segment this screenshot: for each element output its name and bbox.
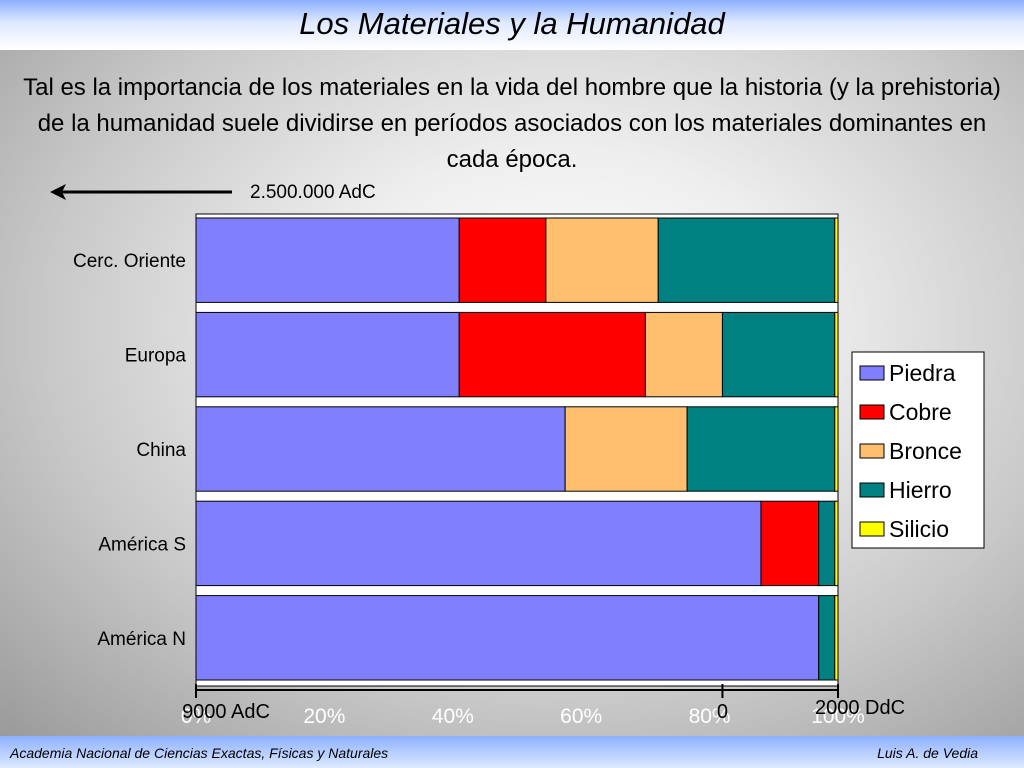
time-arrow: 2.500.000 AdC: [50, 182, 376, 203]
arrow-label: 2.500.000 AdC: [250, 182, 376, 203]
legend-label: Cobre: [889, 399, 952, 425]
legend-label: Piedra: [889, 360, 956, 386]
footer-bar: Academia Nacional de Ciencias Exactas, F…: [0, 736, 1024, 768]
legend-label: Hierro: [889, 477, 952, 503]
bar-hierro-3: [818, 500, 836, 587]
bar-cobre-3: [760, 500, 820, 587]
bar-piedra-3: [195, 500, 762, 587]
time-axis-label: 9000 AdC: [182, 701, 270, 723]
slide-title: Los Materiales y la Humanidad: [299, 6, 725, 41]
bar-piedra-0: [195, 217, 460, 303]
intro-text: Tal es la importancia de los materiales …: [23, 74, 1001, 173]
bar-silicio-2: [834, 406, 839, 492]
x-tick-label: 100%: [811, 705, 865, 728]
legend-label: Silicio: [889, 516, 949, 542]
category-label: Europa: [125, 346, 187, 367]
bar-cobre-1: [458, 311, 646, 398]
bar-piedra-1: [195, 311, 460, 398]
x-tick-label: 40%: [432, 705, 474, 728]
footer-author: Luis A. de Vedia: [877, 745, 978, 761]
bar-hierro-4: [818, 595, 836, 681]
bar-silicio-1: [834, 311, 839, 398]
title-bar: Los Materiales y la Humanidad: [0, 0, 1024, 50]
bar-piedra-2: [195, 406, 566, 492]
bar-piedra-4: [195, 595, 820, 681]
bar-silicio-4: [834, 595, 839, 681]
category-label: Cerc. Oriente: [73, 251, 186, 272]
time-axis-label: 0: [717, 701, 728, 723]
bar-silicio-0: [834, 217, 839, 303]
materials-chart: 2.500.000 AdC Cerc. Oriente Europa China Am…: [50, 182, 985, 728]
bar-bronce-0: [545, 217, 659, 303]
legend-swatch-cobre: [859, 404, 885, 420]
x-tick-label: 60%: [560, 705, 602, 728]
legend-swatch-hierro: [859, 482, 885, 498]
bar-bronce-1: [644, 311, 723, 398]
bar-hierro-1: [721, 311, 836, 398]
category-label: América S: [98, 534, 186, 555]
legend-label: Bronce: [889, 438, 962, 464]
bar-cobre-0: [458, 217, 547, 303]
category-label: China: [136, 440, 186, 461]
bar-hierro-2: [686, 406, 836, 492]
category-label: América N: [97, 629, 186, 650]
legend-swatch-silicio: [859, 521, 885, 537]
bar-bronce-2: [564, 406, 688, 492]
bar-hierro-0: [657, 217, 836, 303]
x-tick-label: 80%: [689, 705, 731, 728]
legend-swatch-piedra: [859, 365, 885, 381]
x-tick-label: 0%: [181, 705, 211, 728]
legend-swatch-bronce: [859, 443, 885, 459]
x-tick-label: 20%: [303, 705, 345, 728]
footer-institution: Academia Nacional de Ciencias Exactas, F…: [10, 745, 389, 761]
bar-silicio-3: [834, 500, 839, 587]
arrow-head-icon: [50, 184, 66, 200]
time-axis-label: 2000 DdC: [815, 697, 905, 719]
